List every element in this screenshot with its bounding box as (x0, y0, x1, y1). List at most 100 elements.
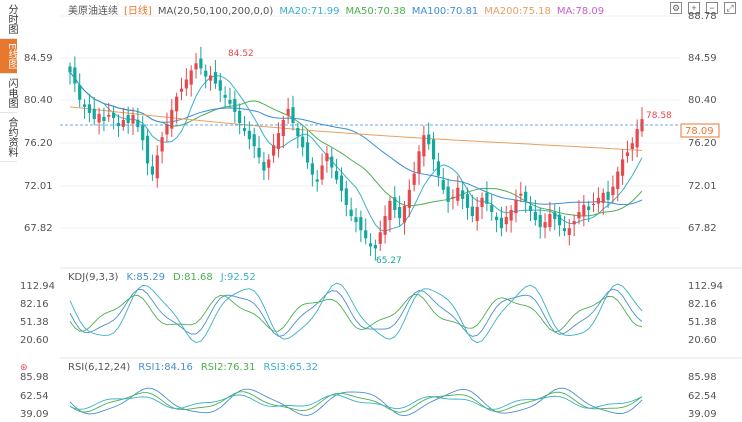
candle-body (514, 199, 518, 214)
period-label[interactable]: [日线] (124, 6, 152, 17)
ma50-line (69, 72, 643, 217)
candle-body (494, 216, 499, 221)
kdj-j: J:92.52 (220, 272, 256, 283)
candle-body (436, 161, 441, 176)
candle-body (378, 232, 382, 244)
candle-body (286, 108, 290, 116)
zoom-in-icon[interactable]: + (688, 2, 700, 14)
low-annotation: 65.27 (376, 256, 402, 266)
candle-body (383, 216, 387, 235)
tab-contract-info[interactable]: 合约资料 (0, 113, 17, 163)
candle-body (407, 189, 411, 208)
toolbar-icons: ⚙ + − ⤢ (670, 2, 736, 14)
candle-body (480, 197, 484, 208)
candle-body (606, 191, 610, 200)
candle-body (499, 217, 504, 229)
main-axis-label-left: 84.59 (24, 53, 53, 64)
ma100-line (69, 72, 643, 206)
candle-body (548, 214, 552, 228)
main-axis-label-left: 67.82 (24, 223, 53, 234)
candle-body (490, 205, 494, 213)
rsi3: RSI3:65.32 (263, 362, 319, 373)
rsi-settings-icon[interactable]: ⊛ (20, 362, 28, 372)
candle-body (538, 215, 542, 228)
tab-kline[interactable]: E线图 (0, 39, 17, 75)
candle-body (112, 112, 116, 118)
kdj-title: KDJ(9,3,3) (68, 272, 119, 283)
candle-body (504, 217, 508, 225)
kdj-axis-label-left: 82.16 (20, 299, 49, 310)
candle-body (320, 165, 324, 180)
main-axis-label-left: 72.01 (24, 181, 53, 192)
rsi-axis-label: 39.09 (688, 409, 717, 420)
candle-body (402, 205, 407, 223)
kdj-k: K:85.29 (126, 272, 166, 283)
candle-body (335, 170, 339, 180)
rsi2-line (69, 391, 643, 413)
settings-icon[interactable]: ⚙ (670, 2, 682, 14)
main-axis-label-left: 76.20 (24, 138, 53, 149)
candle-body (131, 114, 135, 124)
candle-body (621, 159, 625, 176)
candle-body (359, 217, 363, 231)
candle-body (354, 217, 358, 223)
candle-body (155, 155, 159, 179)
candle-body (126, 114, 130, 124)
candle-body (543, 222, 547, 228)
fullscreen-icon[interactable]: ⤢ (724, 2, 736, 14)
high-annotation: 84.52 (228, 49, 254, 59)
main-axis-label: 80.40 (688, 95, 717, 106)
candle-body (398, 206, 402, 219)
candle-body (97, 113, 101, 123)
candle-body (204, 70, 208, 77)
candle-body (611, 186, 615, 196)
kdj-lines (69, 282, 643, 344)
candle-body (102, 117, 106, 121)
tab-timeshare[interactable]: 分时图 (0, 0, 17, 39)
candle-body (223, 94, 227, 98)
candle-body (301, 136, 305, 148)
price-tag-text: 78.09 (685, 126, 714, 137)
main-axis-label: 67.82 (688, 223, 717, 234)
kdj-d-line (69, 293, 643, 333)
candle-body (145, 135, 150, 164)
candle-body (616, 171, 620, 189)
candle-body (557, 214, 562, 226)
last-annotation: 78.58 (646, 111, 672, 121)
candle-body (184, 79, 188, 89)
candle-body (107, 114, 111, 117)
tab-flash[interactable]: 闪电图 (0, 74, 17, 114)
rsi-axis-label-left: 85.98 (20, 372, 49, 383)
candle-body (116, 122, 121, 127)
kdj-axis-label: 82.16 (688, 299, 717, 310)
main-axis-label-left: 80.40 (24, 95, 53, 106)
rsi3-line (69, 394, 643, 410)
candle-body (446, 186, 450, 202)
kdj-axis-label: 20.60 (688, 335, 717, 346)
candle-body (431, 139, 436, 160)
ma200-value: MA200:75.18 (484, 6, 551, 17)
ma20-value: MA20:71.99 (279, 6, 340, 17)
candle-body (373, 244, 377, 249)
candle-body (233, 98, 237, 112)
candle-body (587, 206, 591, 210)
candlesticks (68, 46, 644, 261)
ma-lines (69, 72, 643, 232)
zoom-out-icon[interactable]: − (706, 2, 718, 14)
candle-body (519, 193, 523, 196)
candle-body (199, 58, 203, 69)
chart-header: 美原油连续 [日线] MA(20,50,100,200,0,0) MA20:71.99… (68, 2, 610, 17)
candle-body (509, 209, 513, 221)
ma-label[interactable]: MA(20,50,100,200,0,0) (157, 6, 274, 17)
candle-body (567, 228, 571, 235)
candle-body (344, 188, 348, 205)
candle-body (281, 119, 285, 136)
candle-body (160, 137, 164, 152)
candle-body (393, 197, 397, 210)
candle-body (252, 134, 256, 147)
candle-body (601, 192, 605, 203)
kdj-j-line (69, 282, 643, 344)
candle-body (485, 192, 489, 204)
candle-body (247, 130, 251, 140)
